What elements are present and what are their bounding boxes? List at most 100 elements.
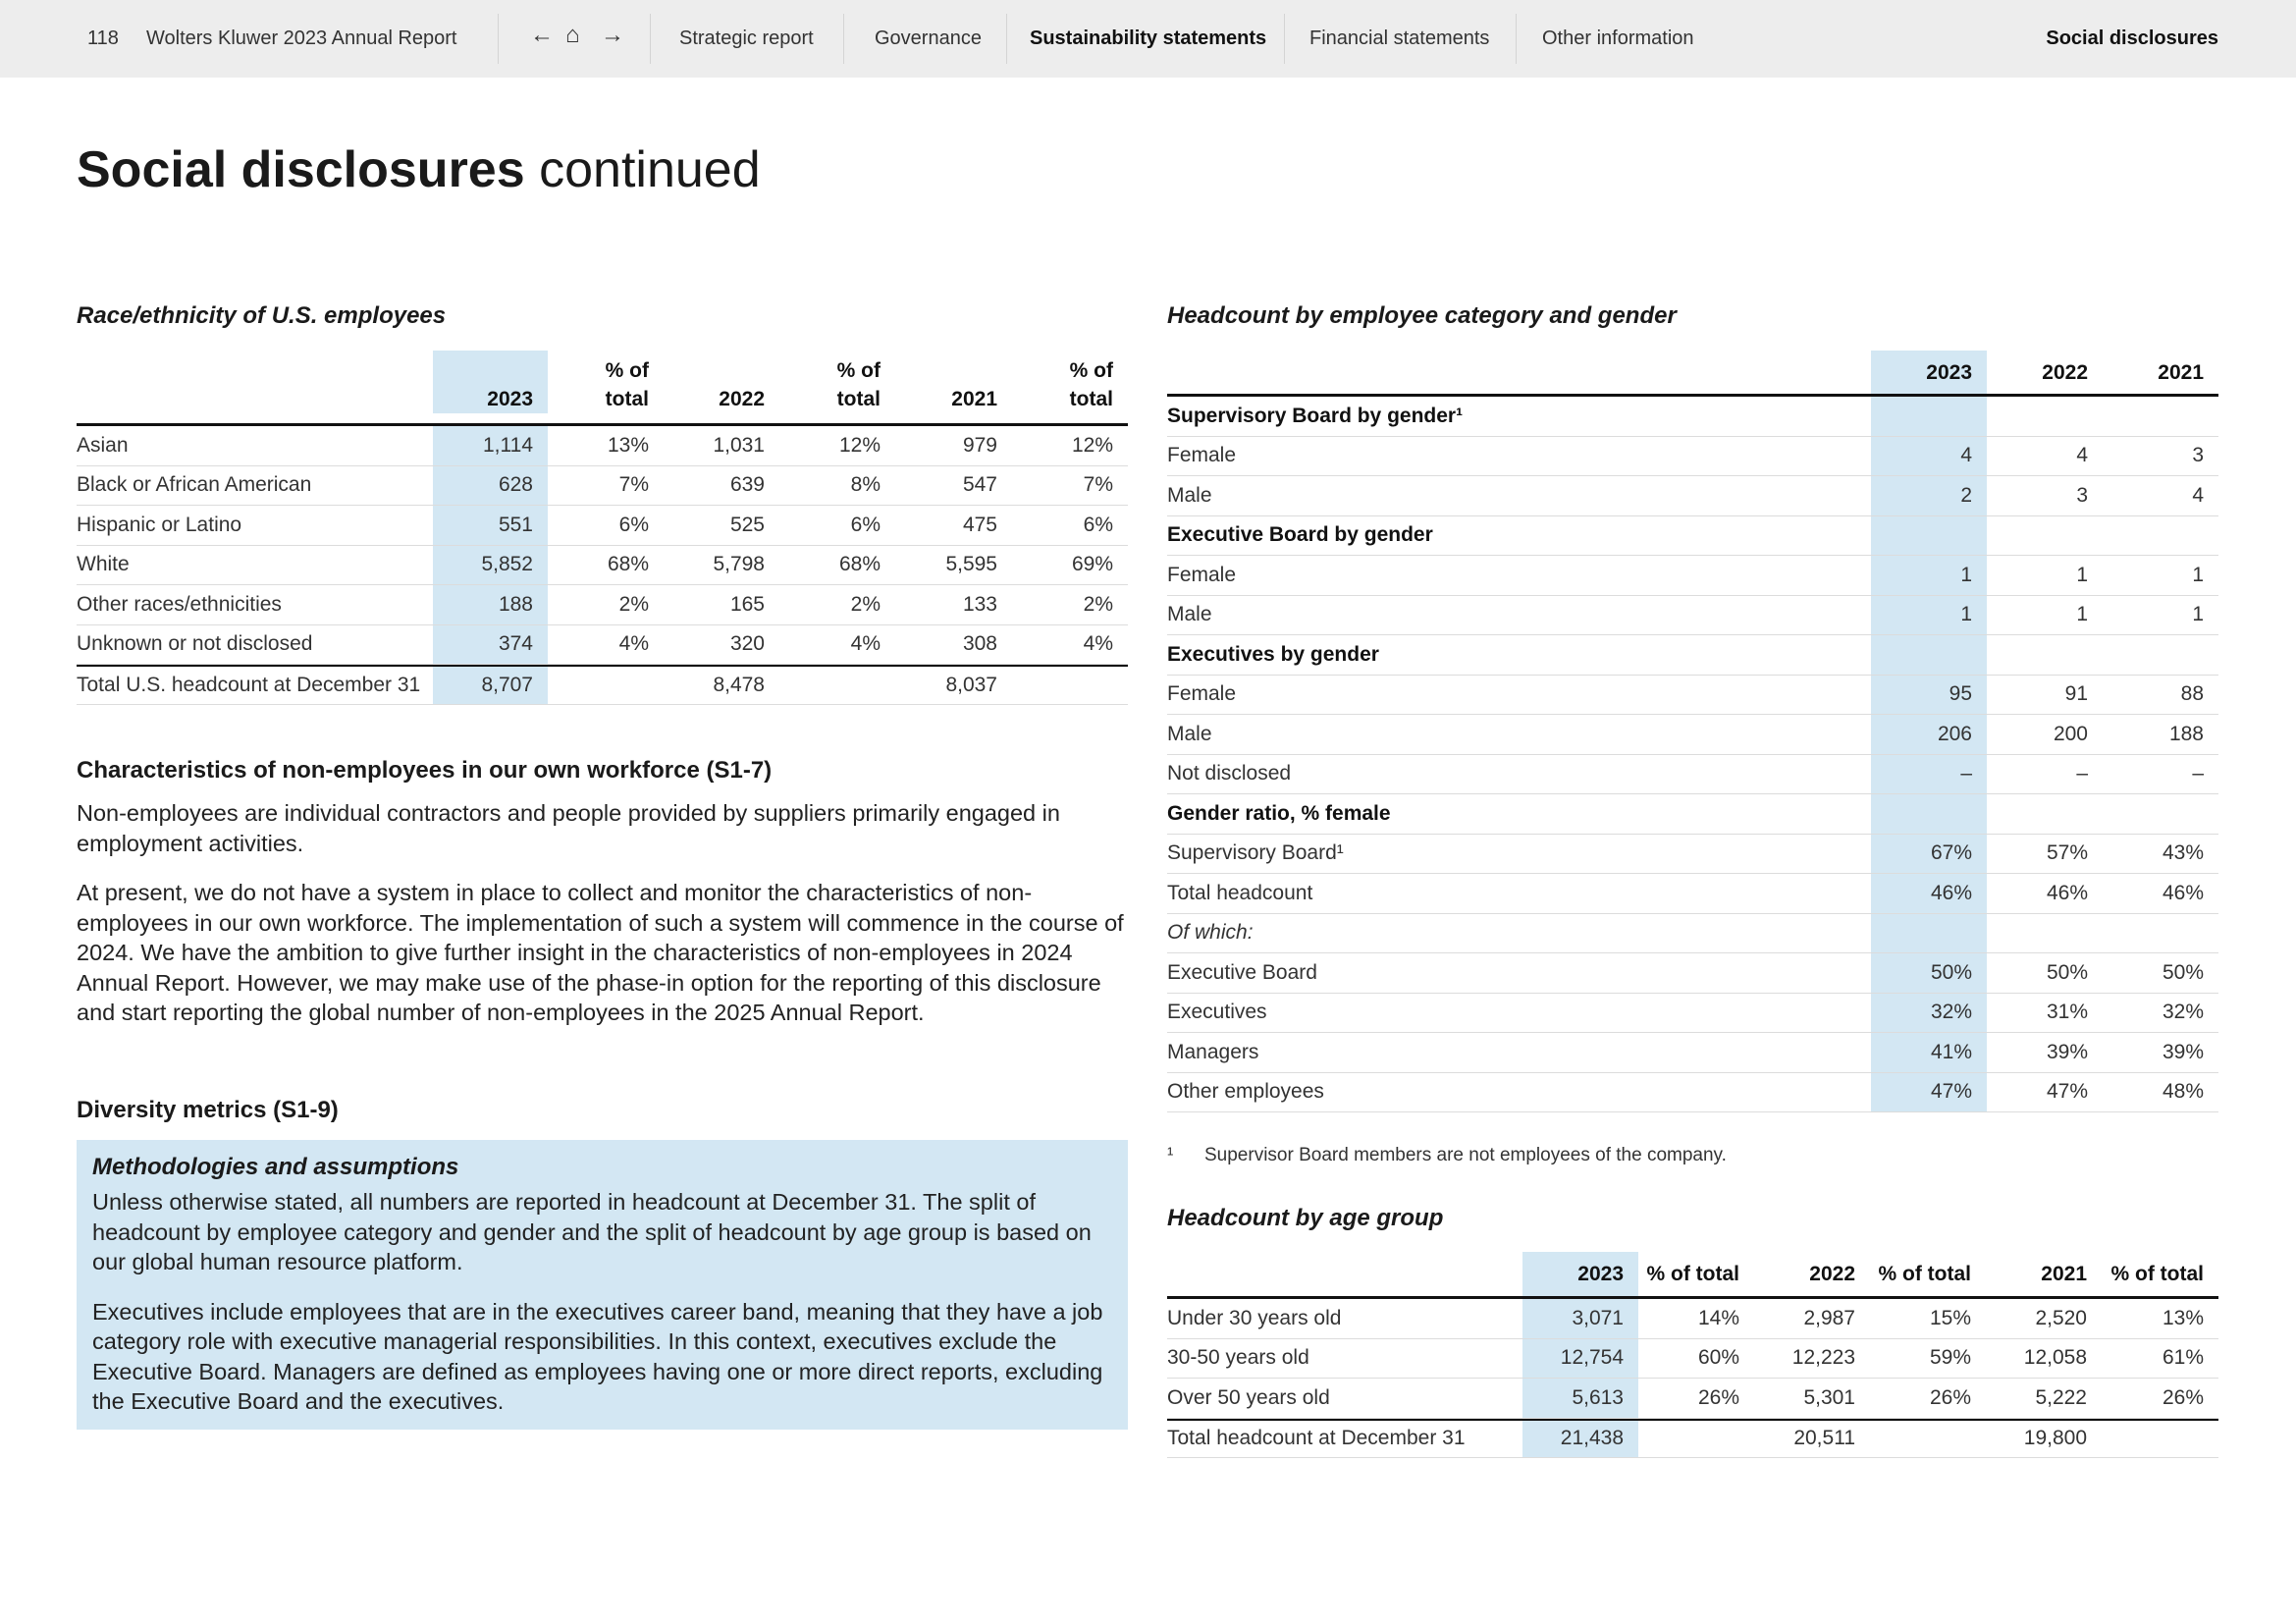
nav-strategic-report[interactable]: Strategic report — [679, 27, 814, 49]
table-cell: 59% — [1929, 1346, 1971, 1370]
column-header: 2023 — [433, 351, 548, 413]
column-header: % of total — [548, 351, 664, 413]
table-row: Of which: — [1167, 913, 2218, 953]
table-cell: 12% — [1071, 433, 1113, 457]
table-cell — [1987, 516, 2103, 556]
diversity-heading: Diversity metrics (S1-9) — [77, 1097, 339, 1123]
table-cell: 43% — [2162, 841, 2204, 865]
table-cell: 200 — [2053, 722, 2088, 745]
table-cell — [1871, 913, 1987, 952]
table-cell: 61% — [2162, 1346, 2204, 1370]
table-row: Not disclosed – – – — [1167, 754, 2218, 794]
divider — [650, 14, 651, 64]
table-cell: 68% — [838, 553, 881, 576]
row-label: Executive Board — [1167, 960, 1317, 984]
table-cell: 67% — [1871, 834, 1987, 873]
table-cell: 60% — [1697, 1346, 1739, 1370]
table-cell: 3,071 — [1522, 1299, 1638, 1338]
non-employees-paragraph: Non-employees are individual contractors… — [77, 800, 1060, 856]
table-cell — [1870, 1421, 1986, 1458]
nav-other-information[interactable]: Other information — [1542, 27, 1694, 49]
row-label: Gender ratio, % female — [1167, 801, 1391, 825]
category-table-title: Headcount by employee category and gende… — [1167, 302, 1677, 329]
report-title[interactable]: Wolters Kluwer 2023 Annual Report — [146, 27, 457, 49]
table-cell: 551 — [433, 506, 548, 545]
row-label: White — [77, 553, 130, 576]
section-row: Supervisory Board by gender¹ — [1167, 397, 2218, 437]
employee-category-table: 2023 2022 2021 Supervisory Board by gender¹… — [1167, 351, 2218, 1112]
table-cell: 2,520 — [2035, 1306, 2087, 1329]
row-label: Hispanic or Latino — [77, 513, 242, 536]
table-cell: 628 — [433, 465, 548, 505]
table-cell: 46% — [2046, 881, 2088, 904]
table-cell — [1987, 794, 2103, 834]
table-row: Black or African American 628 7% 639 8% 547 7% — [77, 465, 1128, 506]
table-cell: 4 — [2076, 444, 2088, 467]
table-row: Under 30 years old 3,071 14% 2,987 15% 2,520 1… — [1167, 1299, 2218, 1339]
table-cell — [1638, 1421, 1754, 1458]
non-employees-paragraph: At present, we do not have a system in p… — [77, 880, 1124, 1025]
table-row: Male 2 3 4 — [1167, 476, 2218, 516]
non-employees-heading: Characteristics of non-employees in our … — [77, 757, 773, 784]
table-header-row: 2023 2022 2021 — [1167, 351, 2218, 397]
table-cell: 3 — [2076, 483, 2088, 507]
table-cell: 188 — [2168, 722, 2204, 745]
table-cell: 12% — [838, 433, 881, 457]
row-label: 30-50 years old — [1167, 1346, 1309, 1370]
table-cell: 1 — [2076, 603, 2088, 626]
nav-sustainability-statements[interactable]: Sustainability statements — [1030, 27, 1267, 49]
box-paragraph: Unless otherwise stated, all numbers are… — [92, 1189, 1092, 1274]
table-row: Total headcount 46% 46% 46% — [1167, 874, 2218, 914]
table-cell: 1 — [2192, 563, 2204, 586]
nav-financial-statements[interactable]: Financial statements — [1309, 27, 1490, 49]
table-cell — [548, 667, 664, 704]
total-row: Total U.S. headcount at December 31 8,707… — [77, 665, 1128, 705]
column-header: 2023 — [1871, 351, 1987, 394]
arrow-left-icon[interactable]: ← — [530, 22, 554, 48]
table-cell: 48% — [2162, 1080, 2204, 1104]
row-label: Other races/ethnicities — [77, 592, 282, 616]
table-cell: – — [2076, 762, 2088, 785]
table-cell: 5,798 — [713, 553, 765, 576]
home-icon[interactable]: ⌂ — [565, 22, 580, 48]
table-cell — [2103, 397, 2218, 436]
footnote-mark: ¹ — [1167, 1145, 1174, 1165]
age-table-title: Headcount by age group — [1167, 1205, 1444, 1231]
table-cell: 1 — [2192, 603, 2204, 626]
table-cell — [1871, 635, 1987, 675]
row-label: Asian — [77, 433, 129, 457]
table-cell: 15% — [1929, 1306, 1971, 1329]
divider — [1284, 14, 1285, 64]
table-cell: 7% — [1083, 473, 1113, 497]
table-cell: 68% — [607, 553, 649, 576]
column-header: % of total — [2110, 1263, 2205, 1285]
table-cell — [2103, 516, 2218, 556]
table-header-row: 2023 % of total 2022 % of total 2021 % of tot… — [77, 351, 1128, 426]
table-cell: 20,511 — [1793, 1427, 1855, 1450]
table-cell: 8,037 — [945, 673, 997, 696]
table-cell: 46% — [1871, 874, 1987, 913]
table-row: Male 206 200 188 — [1167, 715, 2218, 755]
table-cell: – — [2192, 762, 2204, 785]
table-cell: 26% — [1929, 1385, 1971, 1409]
table-row: Hispanic or Latino 551 6% 525 6% 475 6% — [77, 506, 1128, 546]
column-header: 2021 — [951, 388, 997, 410]
table-cell: 13% — [2162, 1306, 2204, 1329]
table-row: Asian 1,114 13% 1,031 12% 979 12% — [77, 426, 1128, 466]
nav-governance[interactable]: Governance — [875, 27, 982, 49]
table-cell — [1012, 667, 1128, 704]
age-group-table: 2023 % of total 2022 % of total 2021 % of tot… — [1167, 1252, 2218, 1458]
total-row: Total headcount at December 31 21,438 20,5… — [1167, 1418, 2218, 1458]
table-cell: 41% — [1871, 1033, 1987, 1072]
table-header-row: 2023 % of total 2022 % of total 2021 % of tot… — [1167, 1252, 2218, 1299]
table-cell: 1,114 — [433, 426, 548, 465]
table-cell: 47% — [1871, 1072, 1987, 1111]
row-label: Under 30 years old — [1167, 1306, 1342, 1329]
column-header: 2022 — [1809, 1263, 1855, 1285]
table-cell: 5,852 — [433, 545, 548, 584]
arrow-right-icon[interactable]: → — [601, 22, 624, 48]
row-label: Of which: — [1167, 921, 1254, 945]
table-cell — [2103, 914, 2218, 953]
divider — [1516, 14, 1517, 64]
page-title-light: continued — [539, 141, 761, 198]
